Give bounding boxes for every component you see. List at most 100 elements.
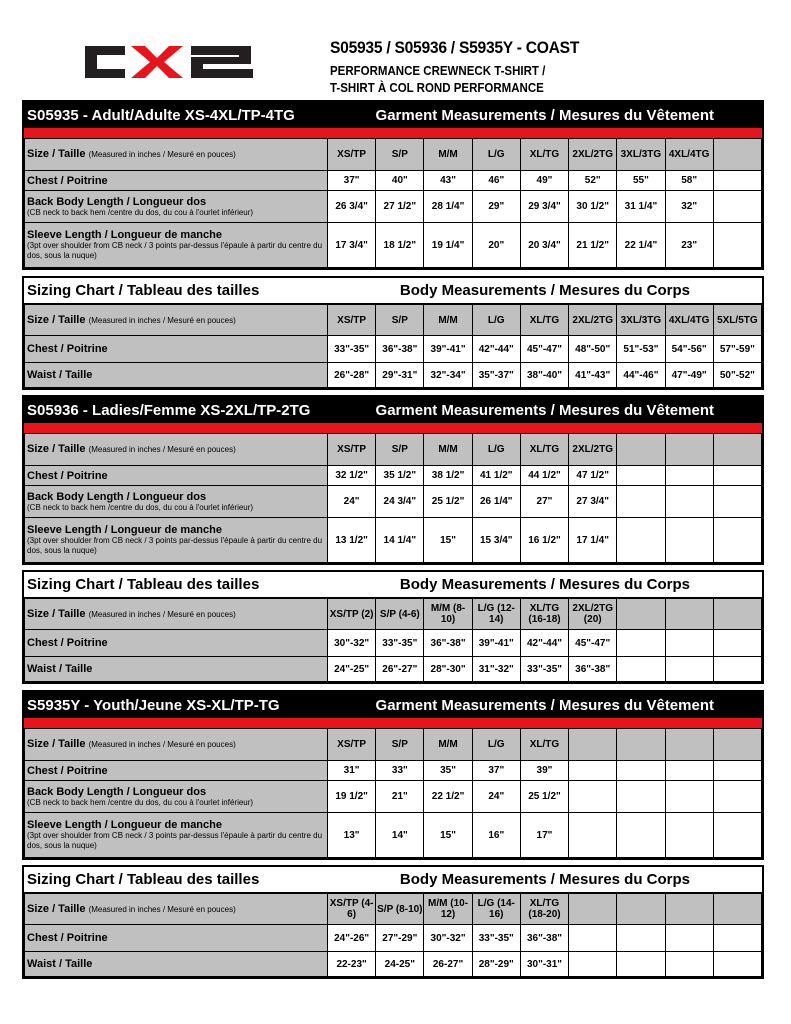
size-column-header [616, 893, 666, 925]
row-label-cell: Chest / Poitrine [24, 335, 328, 363]
row-label: Chest / Poitrine [27, 469, 108, 482]
measurement-cell [712, 170, 763, 191]
measurement-cell: 44 1/2" [519, 465, 570, 486]
measurement-cell: 35"-37" [471, 362, 521, 388]
table-row: Chest / Poitrine 31" 33" 35" 37" 39" [24, 760, 763, 781]
measurement-cell: 36"-38" [519, 924, 570, 952]
row-label: Waist / Taille [27, 663, 93, 675]
section-header: S5935Y - Youth/Jeune XS-XL/TP-TG Garment … [24, 692, 762, 718]
row-label-cell: Back Body Length / Longueur dos (CB neck … [24, 485, 328, 518]
measurement-cell: 15" [423, 812, 473, 858]
measurement-cell: 14" [375, 812, 425, 858]
section-title: Sizing Chart / Tableau des tailles [27, 282, 260, 299]
row-label: Chest / Poitrine [27, 764, 108, 777]
table-row: Chest / Poitrine 33"-35" 36"-38" 39"-41" 42"… [24, 335, 763, 363]
document-header: S05935 / S05936 / S5935Y - COAST PERFORM… [330, 38, 601, 95]
measurement-cell: 32" [664, 190, 714, 223]
size-column-header: L/G [471, 304, 521, 336]
measurement-cell: 24" [326, 485, 377, 518]
measurement-cell: 30"-32" [326, 629, 377, 657]
measurement-cell: 18 1/2" [375, 222, 425, 268]
row-label: Chest / Poitrine [27, 637, 108, 649]
measurement-cell: 52" [568, 170, 618, 191]
measurement-cell: 37" [326, 170, 377, 191]
size-label-cell: Size / Taille (Measured in inches / Mesu… [24, 893, 328, 925]
measurement-cell: 27"-29" [375, 924, 425, 952]
row-label-cell: Back Body Length / Longueur dos (CB neck … [24, 780, 328, 813]
measurement-cell [616, 656, 666, 682]
measurement-cell: 40" [375, 170, 425, 191]
row-note: (3pt over shoulder from CB neck / 3 poin… [27, 241, 323, 260]
size-column-header: XS/TP [326, 433, 377, 466]
measurement-cell [664, 465, 714, 486]
row-label-cell: Chest / Poitrine [24, 465, 328, 486]
size-column-header: XS/TP [326, 728, 377, 761]
size-column-header: XL/TG (18-20) [519, 893, 570, 925]
size-column-header [616, 728, 666, 761]
size-column-header: XS/TP [326, 304, 377, 336]
measurement-cell: 24 3/4" [375, 485, 425, 518]
row-label-cell: Back Body Length / Longueur dos (CB neck … [24, 190, 328, 223]
measurement-cell [712, 812, 763, 858]
section-title: S05935 - Adult/Adulte XS-4XL/TP-4TG [27, 106, 295, 124]
measurement-cell: 30 1/2" [568, 190, 618, 223]
size-column-header: M/M [423, 433, 473, 466]
measurement-cell: 22-23" [326, 951, 377, 977]
measurement-cell: 32 1/2" [326, 465, 377, 486]
measurement-cell: 29 3/4" [519, 190, 570, 223]
size-column-header [664, 893, 714, 925]
measurement-cell: 20 3/4" [519, 222, 570, 268]
row-label-cell: Waist / Taille [24, 951, 328, 977]
measurement-cell: 39"-41" [423, 335, 473, 363]
size-column-header: L/G (14-16) [471, 893, 521, 925]
measurement-cell: 24" [471, 780, 521, 813]
product-name-fr: T-SHIRT À COL ROND PERFORMANCE [330, 81, 544, 95]
size-note: (Measured in inches / Mesuré en pouces) [88, 609, 236, 619]
measurement-cell [712, 924, 763, 952]
table-row: Waist / Taille 24"-25" 26"-27" 28"-30" 31"-3… [24, 656, 763, 682]
measurement-cell: 35 1/2" [375, 465, 425, 486]
measurement-cell [664, 656, 714, 682]
measurement-cell: 15" [423, 517, 473, 563]
size-label: Size / Taille [27, 738, 86, 750]
measurement-cell: 38"-40" [519, 362, 570, 388]
measurement-cell [616, 485, 666, 518]
measurement-cell: 19 1/4" [423, 222, 473, 268]
table-row: Sleeve Length / Longueur de manche (3pt o… [24, 222, 763, 268]
size-column-header: L/G [471, 433, 521, 466]
row-label: Waist / Taille [27, 369, 93, 381]
size-column-header: XS/TP (4-6) [326, 893, 377, 925]
measurement-cell [664, 517, 714, 563]
size-column-header: 4XL/4TG [664, 304, 714, 336]
table-row: Chest / Poitrine 30"-32" 33"-35" 36"-38" 39"… [24, 629, 763, 657]
measurement-cell: 26-27" [423, 951, 473, 977]
size-column-header: L/G [471, 138, 521, 171]
measurement-cell [712, 656, 763, 682]
table-row: Chest / Poitrine 32 1/2" 35 1/2" 38 1/2" 41 … [24, 465, 763, 486]
measurement-cell: 45"-47" [519, 335, 570, 363]
measurement-cell [712, 517, 763, 563]
size-column-header [712, 433, 763, 466]
measurement-cell [664, 760, 714, 781]
measurement-cell: 29" [471, 190, 521, 223]
size-column-header: S/P [375, 728, 425, 761]
size-row: Size / Taille (Measured in inches / Mesu… [24, 304, 763, 336]
measurement-cell: 33"-35" [519, 656, 570, 682]
measurement-cell: 15 3/4" [471, 517, 521, 563]
size-column-header: S/P [375, 433, 425, 466]
measurement-cell: 26"-27" [375, 656, 425, 682]
size-note: (Measured in inches / Mesuré en pouces) [88, 740, 236, 749]
size-label: Size / Taille [27, 148, 86, 160]
measurement-cell: 13" [326, 812, 377, 858]
measurement-cell: 31 1/4" [616, 190, 666, 223]
size-column-header [712, 598, 763, 630]
document-title: S05935 / S05936 / S5935Y - COAST [330, 38, 580, 57]
measurement-cell: 38 1/2" [423, 465, 473, 486]
section-title: Sizing Chart / Tableau des tailles [27, 871, 260, 888]
size-column-header: L/G [471, 728, 521, 761]
size-column-header: 2XL/2TG [568, 138, 618, 171]
size-column-header [664, 433, 714, 466]
measurement-cell: 29"-31" [375, 362, 425, 388]
measurement-cell: 44"-46" [616, 362, 666, 388]
measurement-cell [664, 812, 714, 858]
